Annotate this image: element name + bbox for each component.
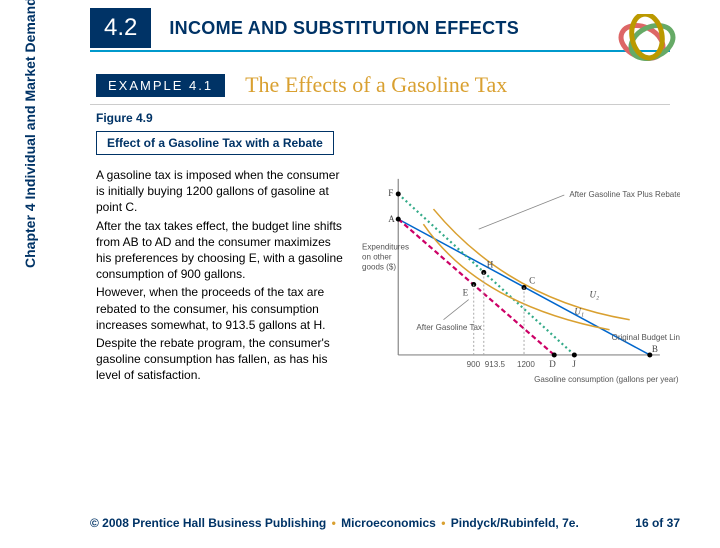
svg-text:913.5: 913.5 <box>485 360 506 369</box>
example-label: EXAMPLE 4.1 <box>96 74 225 97</box>
page-number: 16 of 37 <box>635 516 680 530</box>
svg-text:A: A <box>388 214 395 224</box>
body-text: A gasoline tax is imposed when the consu… <box>96 167 346 397</box>
svg-text:B: B <box>652 344 658 354</box>
svg-text:U₁: U₁ <box>574 307 584 317</box>
svg-text:1200: 1200 <box>517 360 535 369</box>
svg-text:H: H <box>487 259 494 269</box>
svg-text:C: C <box>529 276 535 286</box>
svg-text:After Gasoline Tax Plus Rebate: After Gasoline Tax Plus Rebate <box>569 190 680 199</box>
svg-text:D: D <box>549 359 556 369</box>
svg-text:Original Budget Line: Original Budget Line <box>612 333 680 342</box>
figure-label: Figure 4.9 <box>96 111 670 125</box>
svg-text:Gasoline consumption (gallons: Gasoline consumption (gallons per year) <box>534 375 679 384</box>
footer-credits: © 2008 Prentice Hall Business Publishing… <box>90 516 579 530</box>
body-p2: After the tax takes effect, the budget l… <box>96 218 346 283</box>
section-title: INCOME AND SUBSTITUTION EFFECTS <box>169 18 519 39</box>
svg-text:E: E <box>463 288 469 298</box>
section-header: 4.2 INCOME AND SUBSTITUTION EFFECTS <box>90 8 670 52</box>
publisher-logo <box>614 14 684 69</box>
body-p4: Despite the rebate program, the consumer… <box>96 335 346 384</box>
svg-text:F: F <box>388 188 393 198</box>
section-number: 4.2 <box>90 8 151 48</box>
footer: © 2008 Prentice Hall Business Publishing… <box>90 516 680 530</box>
example-bar: EXAMPLE 4.1 The Effects of a Gasoline Ta… <box>90 66 670 105</box>
svg-text:900: 900 <box>467 360 481 369</box>
svg-text:After Gasoline Tax: After Gasoline Tax <box>416 323 482 332</box>
body-p1: A gasoline tax is imposed when the consu… <box>96 167 346 216</box>
body-p3: However, when the proceeds of the tax ar… <box>96 284 346 333</box>
svg-text:J: J <box>572 359 576 369</box>
svg-text:Expenditures on other: Expenditures on other goods ($) <box>362 242 411 271</box>
figure-caption: Effect of a Gasoline Tax with a Rebate <box>96 131 334 155</box>
chart: A F C E H B D J After Gasoline Tax Plus … <box>358 167 680 397</box>
example-title: The Effects of a Gasoline Tax <box>245 72 507 98</box>
svg-text:U₂: U₂ <box>589 290 599 300</box>
chapter-sidebar: Chapter 4 Individual and Market Demand <box>22 0 38 268</box>
